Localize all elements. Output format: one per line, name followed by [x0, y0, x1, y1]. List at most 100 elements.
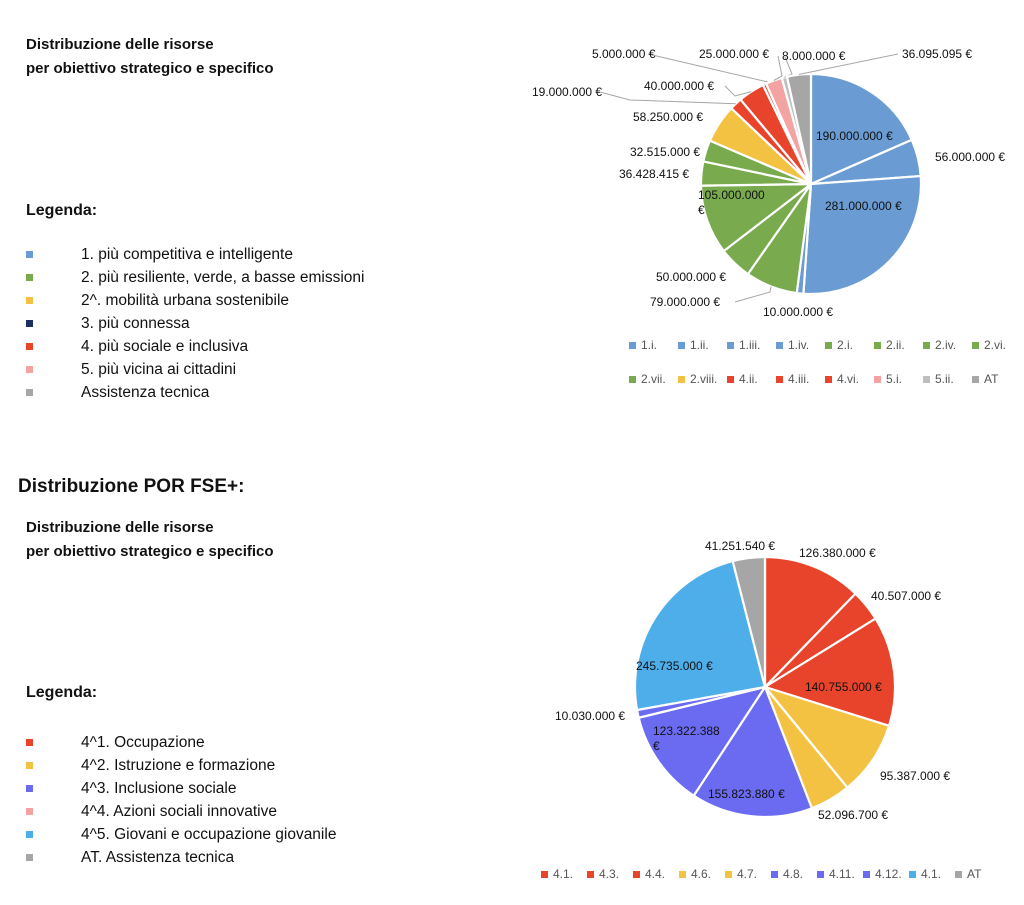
pie-slice: [762, 617, 897, 728]
chart-legend-swatch: [874, 342, 881, 349]
legend-label: 2^. mobilità urbana sostenibile: [81, 291, 290, 309]
fse-subtitle: Distribuzione delle risorse per obiettiv…: [26, 516, 274, 564]
fse-section-title: Distribuzione POR FSE+:: [18, 476, 245, 497]
data-label: 8.000.000 €: [782, 49, 846, 63]
chart-legend-swatch: [817, 871, 824, 878]
data-label: 32.515.000 €: [630, 145, 700, 159]
chart-legend-swatch: [587, 871, 594, 878]
legend-label: 4^4. Azioni sociali innovative: [81, 802, 277, 820]
pie-slice: [633, 559, 767, 712]
data-label: 126.380.000 €: [799, 546, 876, 560]
data-label: 155.823.880 €: [708, 787, 785, 801]
chart-legend-label: 2.viii.: [690, 372, 717, 386]
chart-legend-label: 5.i.: [886, 372, 902, 386]
chart-legend-swatch: [923, 376, 930, 383]
data-label: 25.000.000 €: [699, 47, 769, 61]
legend-swatch: [26, 320, 33, 327]
chart-legend-swatch: [776, 342, 783, 349]
chart-legend-label: 1.iii.: [739, 338, 760, 352]
chart-legend-swatch: [727, 342, 734, 349]
fse-pie-chart: 126.380.000 € 40.507.000 € 140.755.000 € 95…: [541, 539, 982, 881]
chart-legend-label: 4.iii.: [788, 372, 809, 386]
fse-subtitle-line2: per obiettivo strategico e specifico: [26, 543, 274, 560]
legend-label: 1. più competitiva e intelligente: [81, 245, 293, 263]
chart-legend-label: AT: [984, 372, 999, 386]
pie-slice: [692, 684, 814, 819]
chart-legend-swatch: [825, 342, 832, 349]
legend-swatch: [26, 785, 33, 792]
data-label: 10.030.000 €: [555, 709, 625, 723]
fesr-subtitle: Distribuzione delle risorse per obiettiv…: [26, 33, 274, 81]
chart-legend-swatch: [771, 871, 778, 878]
chart-legend-label: 4.7.: [737, 867, 757, 881]
data-label: 5.000.000 €: [592, 47, 656, 61]
chart-legend-label: 4.1.: [921, 867, 941, 881]
chart-legend-label: 4.ii.: [739, 372, 758, 386]
legend-swatch: [26, 366, 33, 373]
data-label: 79.000.000 €: [650, 295, 720, 309]
chart-legend-swatch: [727, 376, 734, 383]
legend-label: 2. più resiliente, verde, a basse emissi…: [81, 268, 365, 286]
leader-line: [724, 85, 752, 97]
chart-legend-swatch: [909, 871, 916, 878]
legend-label: 5. più vicina ai cittadini: [81, 360, 237, 378]
legend-swatch: [26, 739, 33, 746]
fse-legend-item: 4^3. Inclusione sociale: [26, 777, 336, 800]
chart-legend-label: 4.1.: [553, 867, 573, 881]
data-label: 56.000.000 €: [935, 150, 1005, 164]
chart-legend-swatch: [541, 871, 548, 878]
legend-label: 4^3. Inclusione sociale: [81, 779, 237, 797]
data-label: 41.251.540 €: [705, 539, 775, 553]
legend-swatch: [26, 297, 33, 304]
pie-slice: [809, 72, 914, 186]
pie-slice: [699, 182, 815, 253]
chart-legend-swatch: [955, 871, 962, 878]
data-label: 123.322.388 €: [653, 724, 720, 753]
chart-legend-label: 4.4.: [645, 867, 665, 881]
leader-line: [798, 53, 899, 76]
fesr-legend: 1. più competitiva e intelligente 2. più …: [26, 243, 364, 404]
legend-label: 4^5. Giovani e occupazione giovanile: [81, 825, 337, 843]
chart-legend-swatch: [825, 376, 832, 383]
chart-legend-label: 4.6.: [691, 867, 711, 881]
chart-legend-swatch: [923, 342, 930, 349]
legend-swatch: [26, 831, 33, 838]
chart-legend-label: 5.ii.: [935, 372, 954, 386]
fse-legend-item: 4^1. Occupazione: [26, 731, 336, 754]
chart-legend-swatch: [972, 342, 979, 349]
chart-legend-label: 4.12.: [875, 867, 902, 881]
legend-label: 4^1. Occupazione: [81, 733, 205, 751]
data-label: 50.000.000 €: [656, 270, 726, 284]
fesr-subtitle-line2: per obiettivo strategico e specifico: [26, 60, 274, 77]
pie-slice: [637, 685, 768, 798]
fse-legend-title: Legenda:: [26, 684, 98, 701]
fesr-pie-chart: 190.000.000 € 56.000.000 € 281.000.000 € 10…: [532, 47, 1006, 386]
leader-line: [599, 91, 736, 105]
chart-legend-label: 1.ii.: [690, 338, 709, 352]
legend-swatch: [26, 274, 33, 281]
legend-label: Assistenza tecnica: [81, 383, 210, 401]
fesr-subtitle-line1: Distribuzione delle risorse: [26, 36, 214, 53]
fesr-legend-item: 4. più sociale e inclusiva: [26, 335, 364, 358]
pie-slice: [731, 555, 767, 688]
data-label: 140.755.000 €: [805, 680, 882, 694]
chart-legend-label: 4.11.: [829, 867, 855, 881]
data-label: 19.000.000 €: [532, 85, 602, 99]
chart-legend-swatch: [629, 376, 636, 383]
data-label: 36.428.415 €: [619, 167, 689, 181]
data-label: 52.096.700 €: [818, 808, 888, 822]
fesr-legend-item: 1. più competitiva e intelligente: [26, 243, 364, 266]
fesr-legend-item: 5. più vicina ai cittadini: [26, 358, 364, 381]
chart-legend-label: 2.i.: [837, 338, 853, 352]
chart-legend-label: AT: [967, 867, 982, 881]
chart-legend-label: 2.vi.: [984, 338, 1006, 352]
chart-legend-label: 2.iv.: [935, 338, 956, 352]
legend-label: 4. più sociale e inclusiva: [81, 337, 249, 355]
legend-swatch: [26, 762, 33, 769]
leader-line: [734, 286, 772, 303]
legend-swatch: [26, 389, 33, 396]
chart-legend-swatch: [629, 342, 636, 349]
chart-legend-swatch: [633, 871, 640, 878]
chart-legend-swatch: [863, 871, 870, 878]
chart-legend-label: 4.vi.: [837, 372, 859, 386]
